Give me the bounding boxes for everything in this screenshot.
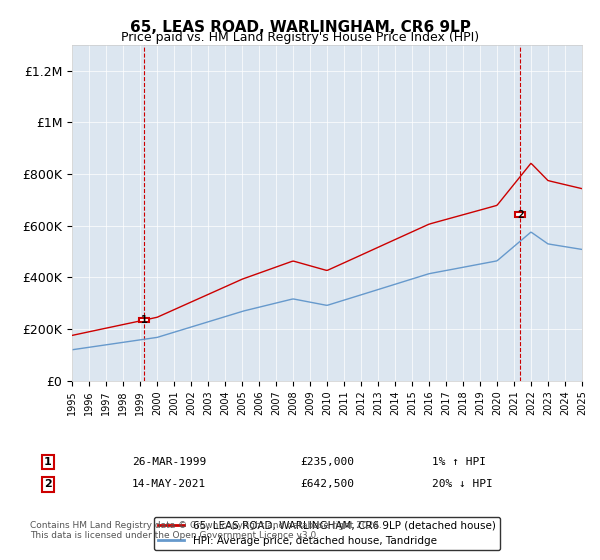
Text: 1: 1 <box>140 315 147 325</box>
Text: £235,000: £235,000 <box>300 457 354 467</box>
Text: 65, LEAS ROAD, WARLINGHAM, CR6 9LP: 65, LEAS ROAD, WARLINGHAM, CR6 9LP <box>130 20 470 35</box>
FancyBboxPatch shape <box>139 318 149 323</box>
Text: 2: 2 <box>44 479 52 489</box>
Text: Contains HM Land Registry data © Crown copyright and database right 2024.
This d: Contains HM Land Registry data © Crown c… <box>30 521 382 540</box>
Text: 1: 1 <box>44 457 52 467</box>
Text: 2: 2 <box>517 210 524 220</box>
Text: 26-MAR-1999: 26-MAR-1999 <box>132 457 206 467</box>
Text: 20% ↓ HPI: 20% ↓ HPI <box>432 479 493 489</box>
Text: £642,500: £642,500 <box>300 479 354 489</box>
Text: Price paid vs. HM Land Registry's House Price Index (HPI): Price paid vs. HM Land Registry's House … <box>121 31 479 44</box>
Legend: 65, LEAS ROAD, WARLINGHAM, CR6 9LP (detached house), HPI: Average price, detache: 65, LEAS ROAD, WARLINGHAM, CR6 9LP (deta… <box>154 517 500 550</box>
Text: 14-MAY-2021: 14-MAY-2021 <box>132 479 206 489</box>
Text: 1% ↑ HPI: 1% ↑ HPI <box>432 457 486 467</box>
FancyBboxPatch shape <box>515 212 526 217</box>
